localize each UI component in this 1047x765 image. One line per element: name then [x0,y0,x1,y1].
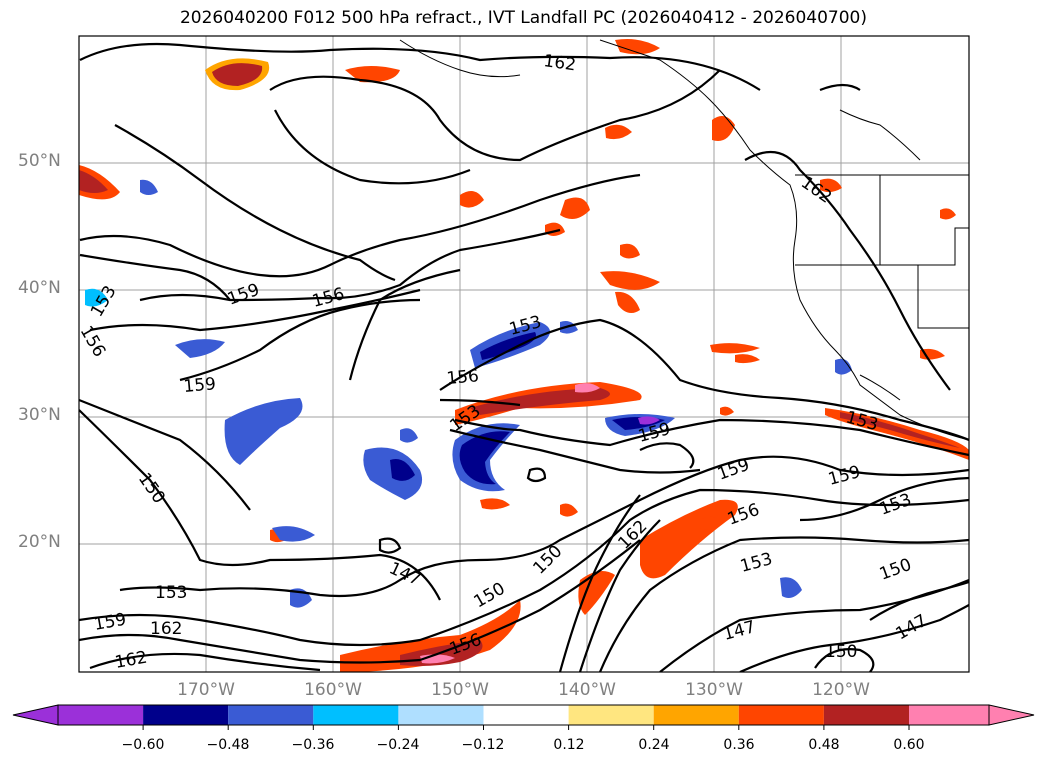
map-border [78,35,970,673]
contour-label: 159 [183,374,217,397]
colorbar-swatch [398,705,484,725]
shade-positive [615,39,660,55]
colorbar-tick-label: 0.60 [893,737,925,753]
colorbar-outline [57,704,990,726]
shade-positive [600,271,660,290]
lat-label-30n: 30°N [18,405,61,425]
shade-positive [345,66,400,83]
shade-negative [175,339,225,358]
shade-positive [560,503,578,517]
lon-label-130w: 130°W [685,680,743,700]
shade-positive [710,343,760,354]
contour-label: 162 [150,619,182,639]
lon-label-120w: 120°W [812,680,870,700]
colorbar-swatch [228,705,314,725]
contour-label: 162 [542,51,577,75]
shade-negative [638,416,660,425]
colorbar-swatch [313,705,399,725]
shade-positive [578,571,615,615]
shade-positive [620,243,640,259]
colorbar-tick-label: 0.36 [723,737,755,753]
lon-label-150w: 150°W [431,680,489,700]
colorbar-swatch [483,705,569,725]
colorbar-tick-label: −0.24 [376,737,420,753]
lat-label-50n: 50°N [18,151,61,171]
shade-negative [780,577,802,598]
map-frame-bg [79,36,969,672]
shade-negative [224,398,303,465]
shade-positive [615,291,640,314]
colorbar-tick-label: −0.60 [121,737,165,753]
shade-positive [605,124,632,140]
colorbar [12,704,1035,730]
shade-positive [940,208,956,220]
shade-positive [460,191,484,208]
colorbar-tick-label: −0.12 [461,737,505,753]
colorbar-swatch [653,705,739,725]
colorbar-tick-label: 0.24 [638,737,670,753]
shade-negative [140,179,158,195]
shade-positive [470,388,610,415]
height-contours [79,42,969,672]
shade-negative [390,459,415,481]
contour-label: 153 [155,583,187,603]
colorbar-tick-label: −0.48 [206,737,250,753]
colorbar-tick-label: 0.48 [808,737,840,753]
shade-negative [480,332,536,360]
shade-negative [459,431,510,485]
colorbar-swatch [738,705,824,725]
map-title: 2026040200 F012 500 hPa refract., IVT La… [179,8,867,28]
coastlines [399,39,969,441]
shade-positive [735,354,760,364]
refractivity-shading [79,39,969,672]
colorbar-extend-low [12,704,59,726]
colorbar-swatch [909,705,989,725]
lon-label-160w: 160°W [304,680,362,700]
shade-negative [400,428,418,443]
colorbar-tick-label: 0.12 [553,737,585,753]
shade-positive [820,178,842,193]
colorbar-swatch [58,705,144,725]
colorbar-swatch [143,705,229,725]
shade-positive [700,516,722,530]
shade-positive [840,412,960,448]
lat-label-20n: 20°N [18,532,61,552]
shade-negative [835,358,852,375]
shade-positive [79,170,108,193]
lon-label-170w: 170°W [177,680,235,700]
colorbar-ticks [142,725,910,730]
shade-positive [575,383,600,393]
lat-label-40n: 40°N [18,278,61,298]
shade-positive [720,406,734,416]
shade-positive [480,498,510,510]
colorbar-extend-high [988,704,1035,726]
lon-label-140w: 140°W [558,680,616,700]
shade-negative [272,526,315,542]
map-content [79,36,969,672]
colorbar-swatch [568,705,654,725]
contour-label: 156 [446,366,480,389]
gridlines [79,36,969,672]
shade-positive [212,63,263,86]
shade-negative [85,288,108,307]
colorbar-tick-label: −0.36 [291,737,335,753]
contour-label: 150 [825,642,857,662]
colorbar-swatch [823,705,909,725]
shade-positive [560,197,590,219]
